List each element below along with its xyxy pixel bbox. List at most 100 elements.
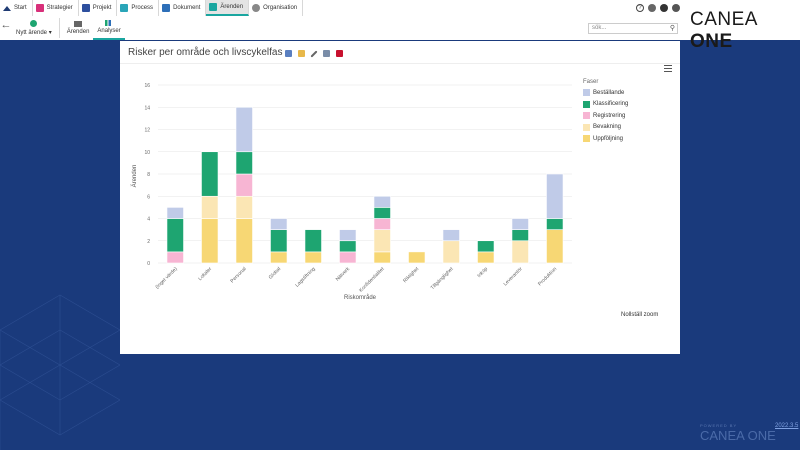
new-case-button[interactable]: Nytt ärende ▾ bbox=[12, 16, 56, 40]
add-case-icon bbox=[30, 20, 38, 27]
chart-menu-icon[interactable] bbox=[664, 65, 672, 74]
x-tick-label: Lagstiftning bbox=[294, 266, 316, 288]
bar-segment-uppföljning bbox=[408, 251, 426, 264]
brand-logo: CANEA ONE bbox=[690, 9, 757, 52]
palette-icon[interactable] bbox=[648, 4, 656, 12]
footer-logo: CANEA ONE bbox=[700, 428, 776, 443]
bar-segment-klassificering bbox=[373, 207, 391, 219]
x-tick-label: Personal bbox=[229, 266, 247, 284]
legend-swatch bbox=[583, 112, 590, 120]
bar-segment-klassificering bbox=[166, 218, 184, 253]
y-axis-title: Ärenden bbox=[131, 165, 138, 188]
list-icon bbox=[74, 21, 83, 27]
search-placeholder: sök... bbox=[592, 25, 607, 31]
y-tick-label: 0 bbox=[147, 261, 150, 267]
gear-icon[interactable] bbox=[660, 4, 668, 12]
search-input[interactable]: sök... ⚲ bbox=[588, 23, 678, 34]
bar-segment-uppföljning bbox=[270, 251, 288, 264]
bar-segment-klassificering bbox=[201, 151, 219, 197]
pdf-icon[interactable] bbox=[336, 50, 343, 57]
toolbar-divider bbox=[58, 18, 60, 38]
bar-segment-registrering bbox=[339, 251, 357, 264]
bar-segment-beställande bbox=[339, 229, 357, 242]
nav-item-start[interactable]: Start bbox=[0, 0, 33, 16]
chevron-down-icon[interactable]: ▾ bbox=[48, 30, 52, 36]
strategy-icon bbox=[35, 4, 44, 12]
toolbar: ← Nytt ärende ▾ Ärenden Analyser bbox=[0, 16, 125, 40]
reset-zoom-button[interactable]: Nollställ zoom bbox=[621, 312, 659, 318]
bar-segment-klassificering bbox=[304, 229, 322, 253]
bar-segment-bevakning bbox=[201, 195, 219, 219]
back-arrow-icon[interactable]: ← bbox=[0, 19, 12, 31]
bar-segment-bevakning bbox=[511, 240, 529, 264]
nav-item-organisation[interactable]: Organisation bbox=[249, 0, 304, 16]
y-tick-label: 4 bbox=[147, 217, 150, 223]
bar-segment-registrering bbox=[166, 251, 184, 264]
y-tick-label: 8 bbox=[147, 172, 150, 178]
y-tick-label: 10 bbox=[144, 150, 150, 156]
x-tick-label: Tillgänglighet bbox=[430, 266, 455, 291]
bar-segment-beställande bbox=[235, 106, 253, 153]
legend-label: Klassificering bbox=[593, 101, 629, 108]
legend-item[interactable]: Bevakning bbox=[583, 122, 628, 134]
bar-chart-icon bbox=[105, 20, 114, 26]
nav-item-process[interactable]: Process bbox=[117, 0, 160, 16]
legend-swatch bbox=[583, 100, 590, 108]
x-axis-title: Riskområde bbox=[344, 294, 377, 301]
main-nav: Start Strategier Projekt Process Dokumen… bbox=[0, 0, 304, 16]
nav-item-dokument[interactable]: Dokument bbox=[159, 0, 207, 16]
legend-label: Registrering bbox=[593, 112, 626, 119]
nav-item-arenden[interactable]: Ärenden bbox=[206, 0, 250, 16]
y-tick-label: 12 bbox=[144, 128, 150, 134]
nav-item-label: Strategier bbox=[46, 5, 73, 11]
legend-item[interactable]: Klassificering bbox=[583, 99, 628, 111]
organisation-icon bbox=[252, 4, 261, 12]
bar-segment-bevakning bbox=[373, 229, 391, 253]
y-tick-label: 16 bbox=[144, 83, 150, 89]
bar-segment-klassificering bbox=[511, 229, 529, 242]
avatar[interactable] bbox=[672, 4, 680, 12]
bar-segment-uppföljning bbox=[373, 251, 391, 264]
legend-swatch bbox=[583, 123, 590, 131]
help-icon[interactable]: ? bbox=[636, 4, 644, 12]
legend-label: Beställande bbox=[593, 89, 625, 96]
cases-button[interactable]: Ärenden bbox=[63, 16, 94, 40]
process-icon bbox=[120, 4, 129, 12]
legend-item[interactable]: Registrering bbox=[583, 110, 628, 122]
analyses-button[interactable]: Analyser bbox=[93, 16, 125, 40]
x-tick-label: Lokaler bbox=[197, 266, 213, 282]
nav-item-label: Process bbox=[131, 5, 154, 11]
legend-title: Faser bbox=[583, 79, 599, 85]
document-icon bbox=[162, 4, 171, 12]
nav-item-label: Dokument bbox=[173, 5, 201, 11]
x-tick-label: Konfidentialitet bbox=[358, 266, 386, 294]
nav-item-projekt[interactable]: Projekt bbox=[79, 0, 118, 16]
analysis-panel: Risker per område och livscykelfas 0 2 4 6 8… bbox=[120, 41, 680, 354]
version-link[interactable]: 2022.3.5 bbox=[775, 423, 799, 429]
legend-item[interactable]: Beställande bbox=[583, 87, 628, 99]
nav-item-strategier[interactable]: Strategier bbox=[33, 0, 79, 16]
bar-segment-beställande bbox=[373, 195, 391, 208]
chart-legend: Faser Beställande Klassificering Registrer… bbox=[583, 79, 628, 145]
bar-segment-klassificering bbox=[235, 151, 253, 175]
y-tick-label: 2 bbox=[147, 239, 150, 245]
bar-segment-klassificering bbox=[339, 240, 357, 253]
stacked-bar-chart: 0 2 4 6 8 10 12 14 16 (Inget värde) Lokaler Person… bbox=[131, 83, 572, 301]
legend-item[interactable]: Uppföljning bbox=[583, 133, 628, 145]
bar-segment-bevakning bbox=[442, 240, 460, 264]
bar-segment-beställande bbox=[270, 218, 288, 230]
search-chart-icon[interactable] bbox=[323, 50, 330, 57]
legend-label: Uppföljning bbox=[593, 135, 624, 142]
y-tick-label: 14 bbox=[144, 105, 150, 111]
settings-icon[interactable] bbox=[285, 50, 292, 57]
search-icon[interactable]: ⚲ bbox=[669, 25, 675, 32]
legend-swatch bbox=[583, 89, 590, 97]
x-tick-label: (Inget värde) bbox=[154, 266, 179, 291]
nav-item-label: Projekt bbox=[92, 5, 112, 11]
bar-segment-klassificering bbox=[477, 240, 495, 253]
legend-label: Bevakning bbox=[593, 124, 622, 131]
x-tick-label: Global bbox=[268, 266, 282, 280]
top-bar: Start Strategier Projekt Process Dokumen… bbox=[0, 0, 800, 52]
folder-icon[interactable] bbox=[298, 50, 305, 57]
bar-segment-uppföljning bbox=[477, 251, 495, 264]
